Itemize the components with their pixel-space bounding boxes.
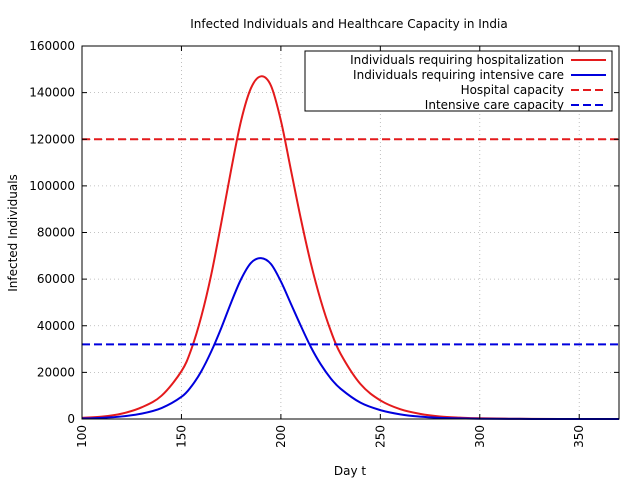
legend-label: Intensive care capacity xyxy=(425,98,564,112)
x-tick-label: 200 xyxy=(274,425,288,448)
y-tick-label: 80000 xyxy=(37,226,75,240)
y-axis-label: Infected Individuals xyxy=(6,174,20,292)
x-tick-label: 250 xyxy=(373,425,387,448)
y-tick-label: 140000 xyxy=(29,86,75,100)
tick-layer: 100 150 200 250 300 350 0 20000 40000 60000 80000 1… xyxy=(29,39,619,448)
x-tick-label: 100 xyxy=(75,425,89,448)
y-tick-label: 0 xyxy=(67,412,75,426)
x-tick-label: 150 xyxy=(174,425,188,448)
x-tick-label: 350 xyxy=(572,425,586,448)
series-layer xyxy=(81,75,620,420)
legend-label: Hospital capacity xyxy=(461,83,564,97)
y-tick-label: 40000 xyxy=(37,319,75,333)
legend-label: Individuals requiring hospitalization xyxy=(350,53,564,67)
legend: Individuals requiring hospitalizationInd… xyxy=(304,50,613,112)
legend-label: Individuals requiring intensive care xyxy=(353,68,564,82)
legend-entries: Individuals requiring hospitalizationInd… xyxy=(350,53,606,112)
series-line-2 xyxy=(81,257,620,420)
y-tick-label: 60000 xyxy=(37,272,75,286)
series-line-1 xyxy=(81,75,620,420)
chart-title: Infected Individuals and Healthcare Capa… xyxy=(190,17,507,31)
y-tick-label: 20000 xyxy=(37,365,75,379)
legend-box xyxy=(304,50,613,112)
y-tick-label: 120000 xyxy=(29,132,75,146)
y-tick-label: 160000 xyxy=(29,39,75,53)
x-tick-label: 300 xyxy=(473,425,487,448)
y-tick-label: 100000 xyxy=(29,179,75,193)
x-axis-label: Day t xyxy=(334,464,367,478)
